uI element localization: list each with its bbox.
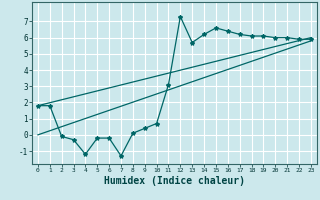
X-axis label: Humidex (Indice chaleur): Humidex (Indice chaleur) [104,176,245,186]
